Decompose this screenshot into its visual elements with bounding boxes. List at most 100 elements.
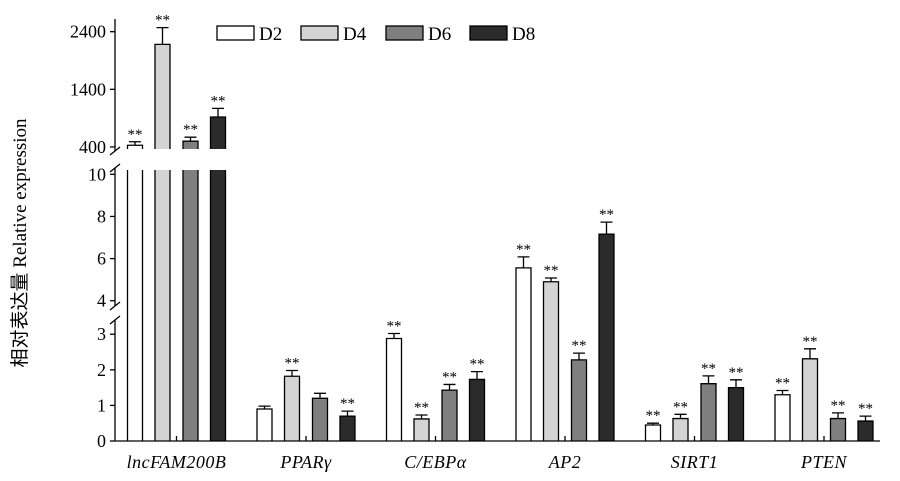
error-bar — [545, 277, 557, 282]
bar — [727, 386, 745, 441]
bar — [385, 337, 403, 441]
bar-fill — [210, 170, 226, 441]
series-D2: ** ** ** ** ** — [126, 127, 791, 441]
legend: D2 D4 D6 D8 — [216, 24, 535, 45]
y-tick-label: 2400 — [70, 22, 106, 42]
x-tick-label: PPARγ — [279, 452, 332, 472]
bar-fill — [386, 338, 402, 441]
y-tick-label: 1400 — [70, 79, 106, 99]
significance-marker: ** — [701, 361, 716, 377]
bar-outline — [126, 144, 144, 149]
significance-marker: ** — [646, 408, 661, 424]
significance-marker: ** — [183, 122, 198, 138]
bar-outline — [598, 233, 615, 441]
y-tick-label: 3 — [97, 324, 106, 344]
significance-marker: ** — [858, 401, 873, 417]
significance-marker: ** — [387, 319, 402, 335]
bar — [857, 420, 874, 441]
error-bar — [674, 413, 687, 419]
legend-item-D8: D8 — [469, 24, 535, 45]
bar-outline — [126, 170, 144, 441]
bar-fill — [340, 416, 355, 441]
y-tick-label: 1 — [97, 395, 106, 415]
significance-marker: ** — [544, 263, 559, 279]
bar — [311, 397, 329, 441]
bar — [644, 424, 662, 441]
bar-fill — [775, 394, 790, 441]
y-tick-label: 2 — [97, 360, 106, 380]
bar-fill — [257, 408, 272, 441]
y-tick-label: 8 — [97, 206, 106, 226]
error-bar — [600, 221, 613, 235]
significance-marker: ** — [729, 365, 744, 381]
bar-outline — [441, 389, 458, 441]
x-axis: lncFAM200B PPARγ C/EBPα AP2 SIRT1 PTEN — [115, 436, 880, 472]
bar-outline — [857, 420, 874, 441]
bar — [801, 358, 819, 441]
bar-outline — [256, 408, 273, 441]
series-D6: ** ** ** ** ** — [182, 122, 847, 441]
significance-marker: ** — [572, 338, 587, 354]
bar — [256, 408, 273, 441]
y-tick-label: 6 — [97, 249, 106, 269]
legend-label: D6 — [428, 24, 451, 45]
series-D8: ** ** ** ** ** ** — [209, 93, 874, 441]
axis-break-mark — [109, 315, 121, 325]
legend-item-D4: D4 — [300, 24, 367, 45]
significance-marker: ** — [673, 399, 688, 415]
error-bar — [804, 348, 816, 359]
error-bar — [647, 422, 659, 425]
x-tick-label: C/EBPα — [404, 452, 466, 472]
bar — [598, 233, 615, 441]
x-tick-label: lncFAM200B — [127, 452, 227, 472]
bar — [182, 140, 199, 441]
bar-fill — [284, 376, 300, 441]
bar-fill — [701, 383, 716, 441]
error-bar — [832, 412, 844, 419]
bar-fill — [728, 387, 744, 441]
error-bar — [776, 389, 789, 395]
error-bar — [573, 352, 585, 360]
bar-fill — [830, 418, 846, 441]
axis-break-mark — [109, 146, 121, 156]
error-bar — [129, 141, 141, 146]
bar-fill — [127, 145, 143, 149]
y-tick-label: 400 — [79, 137, 106, 157]
bar — [283, 375, 301, 441]
significance-marker: ** — [285, 356, 300, 372]
significance-marker: ** — [803, 334, 818, 350]
x-tick-label: PTEN — [800, 452, 848, 472]
bar — [542, 281, 560, 441]
bar-outline — [570, 359, 588, 441]
bar-fill — [469, 379, 485, 441]
bar-fill — [312, 398, 328, 441]
bar-fill — [183, 141, 198, 149]
x-tick-label: AP2 — [548, 452, 582, 472]
error-bar — [859, 415, 872, 422]
bar-fill — [543, 281, 559, 441]
significance-marker: ** — [442, 369, 457, 385]
error-bar — [415, 414, 428, 419]
significance-marker: ** — [414, 400, 429, 416]
error-bar — [184, 136, 197, 142]
legend-swatch — [469, 25, 508, 41]
bar-fill — [802, 358, 818, 441]
error-bar — [730, 379, 742, 388]
significance-marker: ** — [470, 357, 485, 373]
bar-outline — [385, 337, 403, 441]
error-bar — [258, 405, 271, 409]
x-tick-label: SIRT1 — [671, 452, 719, 472]
bar — [413, 418, 430, 441]
bar — [515, 267, 532, 441]
axis-break-mark — [109, 163, 121, 173]
legend-label: D4 — [343, 24, 367, 45]
axis-break-mark — [109, 301, 121, 311]
significance-marker: ** — [516, 242, 531, 258]
significance-marker: ** — [155, 13, 170, 29]
significance-marker: ** — [831, 398, 846, 414]
bar-fill — [414, 418, 429, 441]
bar — [672, 417, 689, 441]
bar-fill — [210, 116, 226, 149]
error-bar — [443, 383, 456, 391]
y-tick-label: 4 — [97, 291, 106, 311]
